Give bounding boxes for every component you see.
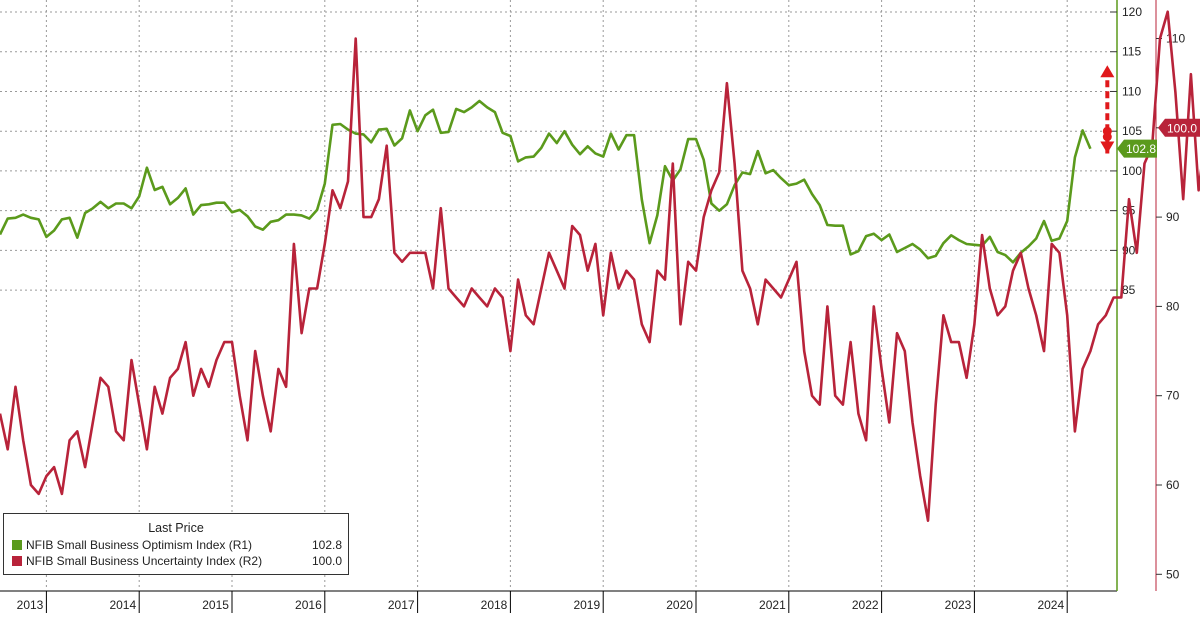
legend: Last Price NFIB Small Business Optimism … xyxy=(3,513,349,575)
arrow-head xyxy=(1100,65,1115,78)
r1-tick-label: 115 xyxy=(1122,45,1141,59)
series-line-uncertainty xyxy=(0,10,1200,523)
price-tag-uncertainty: 100.0 xyxy=(1158,118,1200,137)
x-tick-label: 2016 xyxy=(295,598,322,612)
x-tick-label: 2020 xyxy=(666,598,693,612)
annotation-arrow-1 xyxy=(1100,65,1115,136)
x-tick-label: 2019 xyxy=(573,598,600,612)
r2-tick-label: 60 xyxy=(1166,478,1180,492)
annotation-arrow-2 xyxy=(1100,132,1115,154)
legend-swatch-optimism xyxy=(12,540,22,550)
x-tick-label: 2024 xyxy=(1037,598,1064,612)
price-tag-shape xyxy=(1117,139,1157,158)
legend-item-label: NFIB Small Business Optimism Index (R1) xyxy=(26,538,253,552)
r1-tick-label: 105 xyxy=(1122,124,1142,138)
legend-item-uncertainty: NFIB Small Business Uncertainty Index (R… xyxy=(12,553,342,569)
price-tag-label: 100.0 xyxy=(1167,121,1197,135)
price-tag-label: 102.8 xyxy=(1126,142,1156,156)
r2-tick-label: 80 xyxy=(1166,299,1180,313)
legend-item-optimism: NFIB Small Business Optimism Index (R1) … xyxy=(12,537,342,553)
r1-tick-label: 85 xyxy=(1122,283,1136,297)
x-tick-label: 2013 xyxy=(17,598,44,612)
r1-tick-label: 100 xyxy=(1122,164,1142,178)
x-tick-label: 2014 xyxy=(109,598,136,612)
x-tick-label: 2017 xyxy=(388,598,415,612)
x-tick-label: 2021 xyxy=(759,598,786,612)
x-tick-label: 2018 xyxy=(481,598,508,612)
legend-item-label: NFIB Small Business Uncertainty Index (R… xyxy=(26,554,263,568)
x-tick-label: 2015 xyxy=(202,598,229,612)
r1-tick-label: 110 xyxy=(1122,84,1141,98)
legend-item-value: 100.0 xyxy=(311,554,342,568)
series-line-optimism xyxy=(0,99,1092,264)
legend-swatch-uncertainty xyxy=(12,556,22,566)
legend-title: Last Price xyxy=(148,521,204,535)
price-tag-shape xyxy=(1158,118,1200,137)
x-tick-label: 2023 xyxy=(945,598,972,612)
r1-tick-label: 120 xyxy=(1122,5,1142,19)
r2-tick-label: 90 xyxy=(1166,210,1180,224)
r2-tick-label: 50 xyxy=(1166,567,1180,581)
legend-item-value: 102.8 xyxy=(311,538,342,552)
price-tag-optimism: 102.8 xyxy=(1117,139,1157,158)
arrow-head xyxy=(1100,141,1115,154)
arrow-tail-dot xyxy=(1102,132,1112,142)
x-tick-label: 2022 xyxy=(852,598,879,612)
r2-tick-label: 70 xyxy=(1166,389,1180,403)
